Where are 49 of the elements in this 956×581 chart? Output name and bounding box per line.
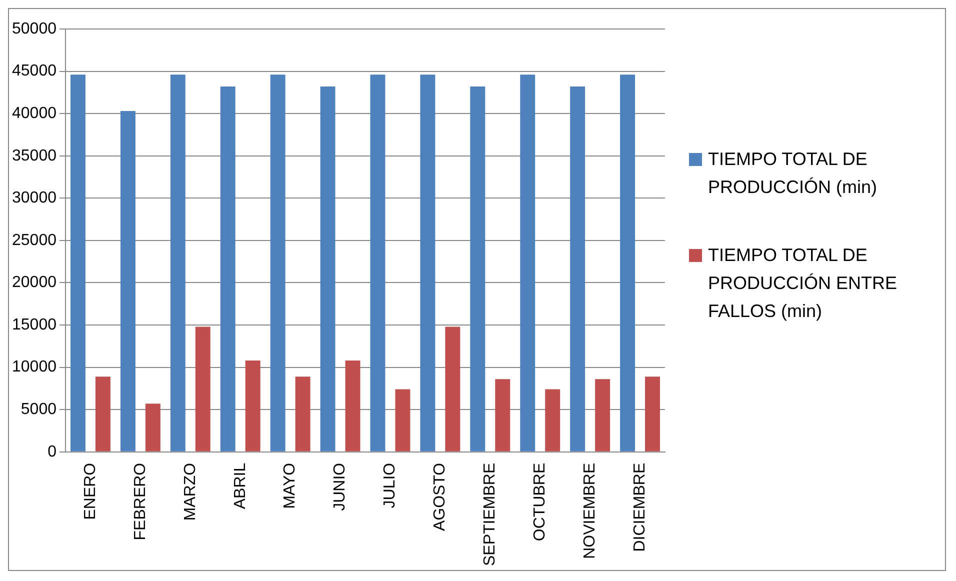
x-tick-label: ABRIL xyxy=(232,462,249,510)
bar xyxy=(120,111,136,452)
legend-label: TIEMPO TOTAL DE PRODUCCIÓN (min) xyxy=(708,148,878,199)
x-tick-label: JUNIO xyxy=(332,462,349,511)
bar xyxy=(345,360,360,452)
y-tick-label: 35000 xyxy=(12,147,57,164)
bar xyxy=(520,74,536,452)
bar xyxy=(420,74,436,452)
bar xyxy=(70,74,86,452)
bar xyxy=(145,404,160,452)
bar xyxy=(220,86,236,452)
x-tick-label: MARZO xyxy=(182,462,199,521)
bar xyxy=(645,376,660,452)
bar xyxy=(570,86,586,452)
x-tick-label: MAYO xyxy=(282,462,299,509)
y-tick-label: 40000 xyxy=(12,104,57,122)
bar xyxy=(170,74,186,452)
bar xyxy=(295,376,310,452)
x-tick-label: SEPTIEMBRE xyxy=(482,462,499,566)
y-tick-label: 30000 xyxy=(12,190,57,207)
bar xyxy=(95,376,110,452)
bar xyxy=(370,74,386,452)
x-tick-label: FEBRERO xyxy=(132,462,149,540)
y-tick-label: 20000 xyxy=(12,274,57,292)
y-tick-label: 10000 xyxy=(12,358,57,376)
x-tick-label: OCTUBRE xyxy=(532,462,549,542)
bar xyxy=(620,74,636,452)
bar xyxy=(320,86,336,452)
y-tick-label: 25000 xyxy=(12,232,57,249)
y-tick-label: 5000 xyxy=(20,400,57,418)
x-tick-label: AGOSTO xyxy=(432,462,449,532)
bar xyxy=(545,389,560,452)
y-tick-label: 45000 xyxy=(12,62,57,80)
x-tick-label: DICIEMBRE xyxy=(631,462,648,552)
bar xyxy=(445,326,460,452)
y-tick-label: 0 xyxy=(48,443,57,460)
bar xyxy=(595,379,610,452)
y-tick-label: 15000 xyxy=(12,316,57,334)
bar xyxy=(495,379,510,452)
y-tick-label: 50000 xyxy=(12,20,57,38)
legend-label: TIEMPO TOTAL DE PRODUCCIÓN ENTRE FALLOS (min) xyxy=(708,244,898,323)
bar xyxy=(195,326,210,452)
bar xyxy=(270,74,286,452)
bar xyxy=(470,86,486,452)
x-tick-label: ENERO xyxy=(82,462,99,520)
x-tick-label: JULIO xyxy=(382,462,399,508)
bar xyxy=(395,389,410,452)
bar xyxy=(245,360,260,452)
x-tick-label: NOVIEMBRE xyxy=(581,462,598,559)
